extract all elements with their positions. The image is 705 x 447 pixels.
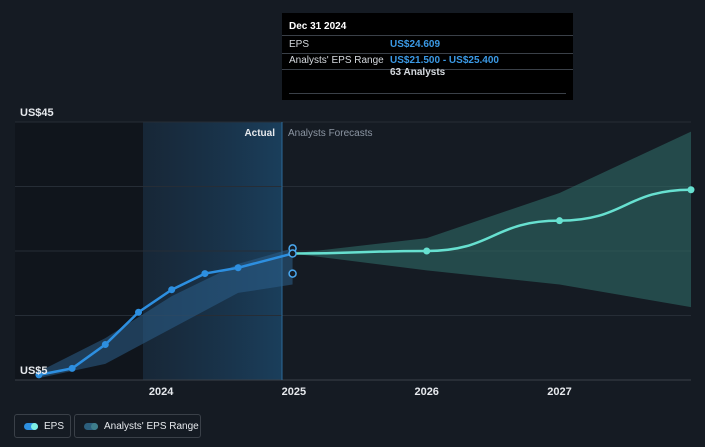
eps-point xyxy=(201,270,209,278)
eps-point xyxy=(35,371,43,379)
tooltip-range-label: Analysts' EPS Range xyxy=(289,55,384,66)
legend-range-label: Analysts' EPS Range xyxy=(104,420,199,432)
eps-point xyxy=(101,341,109,349)
x-tick-label: 2027 xyxy=(547,386,571,398)
tooltip-eps-label: EPS xyxy=(289,39,310,50)
eps-point xyxy=(135,308,143,316)
eps-line xyxy=(38,252,293,377)
eps-forecast-line xyxy=(292,188,692,255)
tooltip: Dec 31 2024 EPS US$24.609 Analysts' EPS … xyxy=(282,13,573,100)
x-axis-ticks: 2024 2025 2026 2027 xyxy=(149,386,572,398)
tooltip-eps-row: EPS US$24.609 xyxy=(282,35,573,54)
y-tick-min: US$5 xyxy=(20,365,48,377)
tooltip-analysts: 63 Analysts xyxy=(390,67,446,78)
highlight-point xyxy=(288,269,297,278)
forecast-point xyxy=(687,186,695,194)
range-swatch-icon xyxy=(84,422,98,430)
eps-point xyxy=(68,364,76,372)
forecast-point xyxy=(556,217,564,225)
y-tick-max: US$45 xyxy=(20,107,54,119)
legend-eps[interactable]: EPS xyxy=(14,414,71,438)
forecast-point xyxy=(423,247,431,255)
eps-swatch-icon xyxy=(24,422,38,430)
forecast-eps-range-area xyxy=(292,131,691,308)
eps-points xyxy=(35,264,242,379)
tooltip-range-row: Analysts' EPS Range US$21.500 - US$25.40… xyxy=(282,52,573,70)
eps-point xyxy=(234,264,242,272)
x-tick-label: 2024 xyxy=(149,386,174,398)
x-tick-label: 2025 xyxy=(282,386,306,398)
region-label-actual: Actual xyxy=(244,128,275,139)
x-tick-label: 2026 xyxy=(414,386,438,398)
region-label-forecast: Analysts Forecasts xyxy=(288,128,372,139)
legend-eps-label: EPS xyxy=(44,420,65,432)
tooltip-divider xyxy=(289,93,566,94)
tooltip-range-value: US$21.500 - US$25.400 xyxy=(390,55,499,66)
highlight-point xyxy=(288,249,297,258)
highlight-points xyxy=(288,244,297,278)
eps-point xyxy=(168,286,176,294)
legend-range[interactable]: Analysts' EPS Range xyxy=(74,414,201,438)
forecast-points xyxy=(423,186,695,255)
tooltip-date: Dec 31 2024 xyxy=(289,21,347,32)
tooltip-eps-value: US$24.609 xyxy=(390,39,441,50)
